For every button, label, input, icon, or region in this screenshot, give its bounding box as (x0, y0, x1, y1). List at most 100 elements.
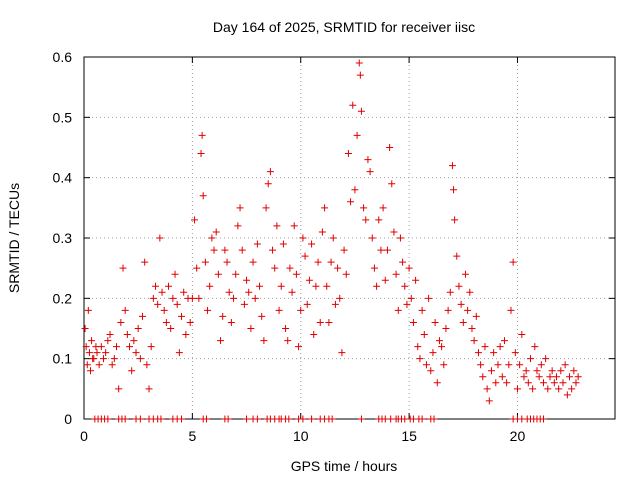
data-point (115, 385, 123, 393)
data-point (208, 234, 216, 242)
data-point (149, 294, 157, 302)
data-point (245, 288, 253, 296)
data-point (496, 343, 504, 351)
data-point (243, 276, 251, 284)
data-point (498, 373, 506, 381)
data-point (433, 379, 441, 387)
data-point (262, 204, 270, 212)
data-point (117, 318, 125, 326)
data-point (238, 246, 246, 254)
data-point (470, 337, 478, 345)
data-point (468, 325, 476, 332)
data-point (221, 246, 229, 254)
data-point (386, 144, 394, 151)
data-point (100, 355, 108, 363)
data-point (88, 337, 96, 345)
data-point (440, 361, 448, 369)
data-point (331, 300, 339, 308)
data-point (416, 355, 424, 363)
data-point (479, 373, 487, 381)
data-point (546, 373, 554, 381)
data-point (93, 349, 101, 357)
data-point (169, 294, 177, 302)
data-point (87, 367, 95, 375)
data-point (344, 150, 352, 158)
data-point (110, 355, 118, 363)
data-point (366, 168, 374, 176)
data-point (466, 288, 474, 296)
data-point (429, 349, 437, 357)
data-point (368, 234, 376, 242)
data-point (570, 367, 578, 375)
data-point (360, 204, 368, 212)
data-point (308, 240, 316, 248)
data-point (490, 349, 498, 357)
data-point (548, 367, 556, 375)
data-point (327, 258, 335, 266)
data-point (494, 361, 502, 369)
data-point (529, 385, 537, 393)
data-point (555, 385, 563, 393)
y-tick-label: 0.6 (53, 49, 73, 65)
data-point (121, 306, 129, 314)
data-point (338, 349, 346, 357)
data-point (492, 379, 500, 387)
data-point (247, 325, 255, 332)
data-point (418, 306, 426, 314)
data-point (370, 264, 378, 272)
data-point (173, 300, 181, 308)
data-point (388, 180, 396, 188)
data-point (334, 264, 342, 272)
data-point (557, 367, 565, 375)
data-point (277, 282, 285, 290)
data-point (405, 264, 413, 272)
data-point (193, 264, 201, 272)
data-point (399, 258, 407, 266)
zero-data-point (202, 415, 210, 423)
zero-data-point (357, 415, 365, 423)
tick-layer (83, 56, 615, 420)
data-point (303, 300, 311, 308)
data-point (223, 258, 231, 266)
zero-data-point (430, 415, 438, 423)
data-point (130, 337, 138, 345)
data-point (459, 318, 467, 326)
data-point (325, 318, 333, 326)
data-point (563, 391, 571, 399)
data-point (312, 282, 320, 290)
zero-data-point (243, 415, 251, 423)
data-point (119, 264, 127, 272)
data-point (446, 288, 454, 296)
data-point (264, 180, 272, 188)
data-point (84, 306, 92, 314)
data-point (284, 337, 292, 345)
data-point (104, 337, 112, 345)
data-point (485, 397, 493, 405)
data-point (102, 349, 110, 357)
plot-frame (83, 56, 616, 420)
data-point (156, 234, 164, 242)
data-point (425, 294, 433, 302)
zero-data-point (328, 415, 336, 423)
data-point (526, 355, 534, 363)
data-point (147, 343, 155, 351)
data-point (85, 349, 93, 357)
data-point (574, 373, 582, 381)
data-point (472, 312, 480, 320)
data-point (420, 331, 428, 339)
data-point (310, 331, 318, 339)
data-point (403, 300, 411, 308)
zero-data-point (308, 415, 316, 423)
data-point (240, 300, 248, 308)
data-point (390, 228, 398, 236)
data-point (448, 162, 456, 170)
data-point (106, 331, 114, 339)
data-point (81, 325, 89, 332)
data-point (251, 294, 259, 302)
data-point (412, 276, 420, 284)
data-point (160, 306, 168, 314)
data-point (123, 331, 131, 339)
data-point (542, 355, 550, 363)
data-point (511, 349, 519, 357)
